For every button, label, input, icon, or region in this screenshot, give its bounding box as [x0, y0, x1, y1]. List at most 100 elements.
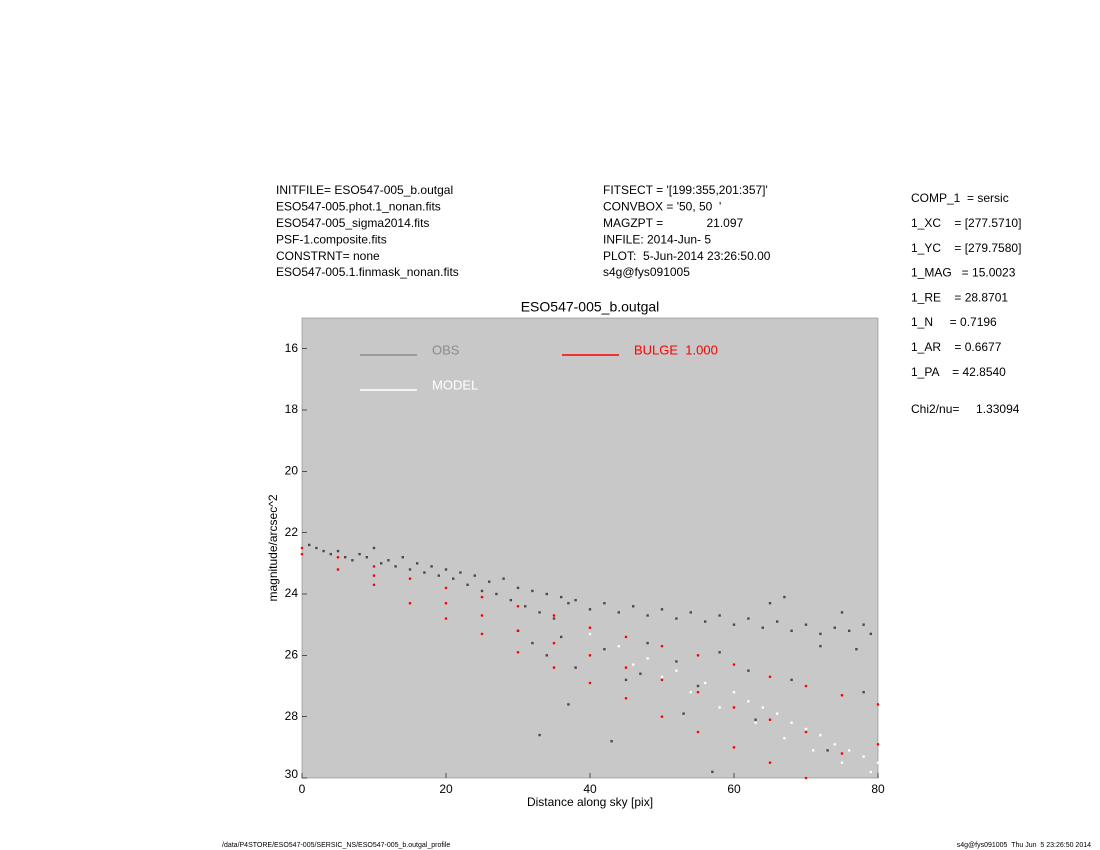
model-point: [775, 712, 779, 715]
model-point: [480, 595, 484, 599]
obs-point: [480, 589, 484, 593]
model-point: [588, 681, 592, 685]
model-point: [408, 601, 412, 605]
obs-point: [826, 749, 829, 752]
obs-point: [869, 632, 872, 636]
obs-point: [437, 574, 440, 577]
y-tick-label: 28: [285, 709, 299, 723]
model-point: [703, 681, 707, 685]
obs-point: [430, 565, 433, 568]
model-point: [689, 690, 693, 694]
obs-point: [689, 611, 692, 614]
obs-point: [336, 549, 340, 553]
obs-point: [416, 562, 419, 565]
model-point: [862, 755, 865, 758]
obs-point: [646, 614, 649, 617]
legend-label: OBS: [432, 342, 460, 357]
obs-point: [675, 617, 678, 620]
obs-point: [423, 571, 426, 574]
obs-point: [718, 614, 721, 617]
obs-point: [372, 546, 376, 550]
obs-point: [617, 611, 620, 614]
obs-point: [560, 595, 563, 599]
model-point: [552, 614, 556, 617]
model-point: [444, 601, 448, 605]
model-point: [790, 721, 793, 725]
parameter: 1_N = 0.7196: [911, 315, 997, 329]
model-point: [876, 703, 880, 706]
obs-point: [380, 562, 383, 565]
legend-label: MODEL: [432, 377, 478, 392]
model-point: [552, 666, 556, 669]
parameter: 1_XC = [277.5710]: [911, 216, 1021, 230]
y-tick-label: 26: [285, 648, 299, 662]
obs-point: [783, 595, 786, 599]
obs-point: [344, 556, 347, 559]
model-point: [516, 604, 520, 608]
model-point: [480, 632, 484, 636]
y-tick-label: 22: [285, 525, 299, 539]
obs-point: [488, 580, 491, 583]
obs-point: [394, 565, 397, 568]
obs-point: [848, 629, 851, 632]
obs-point: [632, 605, 635, 608]
obs-point: [473, 574, 476, 577]
model-point: [300, 546, 304, 550]
obs-point: [711, 770, 714, 774]
model-point: [696, 654, 700, 657]
obs-point: [646, 641, 649, 645]
model-point: [768, 718, 772, 722]
model-point: [696, 690, 700, 694]
footer-path: /data/P4STORE/ESO547-005/SERSIC_NS/ESO54…: [222, 842, 450, 849]
model-point: [840, 693, 844, 697]
obs-point: [315, 546, 318, 550]
obs-point: [545, 592, 548, 596]
y-tick-label: 18: [285, 402, 299, 416]
obs-point: [790, 678, 793, 682]
obs-point: [444, 568, 448, 571]
header-line: CONVBOX = '50, 50 ': [603, 200, 721, 214]
model-point: [624, 666, 628, 669]
model-point: [876, 761, 880, 764]
model-point: [732, 690, 736, 694]
y-tick-label: 16: [285, 341, 299, 355]
obs-point: [308, 543, 311, 547]
model-point: [718, 706, 721, 709]
model-point: [819, 733, 822, 737]
obs-point: [365, 556, 368, 559]
header-line: INFILE: 2014-Jun- 5: [603, 232, 711, 246]
model-point: [696, 730, 700, 734]
obs-point: [588, 608, 592, 611]
x-tick-label: 60: [727, 782, 741, 796]
x-tick-label: 0: [299, 782, 306, 796]
obs-point: [531, 589, 534, 593]
parameter: 1_AR = 0.6677: [911, 340, 1002, 354]
header-line: FITSECT = '[199:355,201:357]': [603, 183, 768, 197]
obs-point: [567, 703, 570, 706]
obs-point: [329, 552, 332, 556]
header-line: INITFILE= ESO547-005_b.outgal: [276, 183, 453, 197]
model-point: [624, 635, 628, 639]
model-point: [660, 644, 664, 648]
parameter: 1_PA = 42.8540: [911, 365, 1006, 379]
obs-point: [804, 623, 808, 626]
model-point: [300, 552, 304, 556]
obs-point: [524, 605, 527, 608]
obs-point: [401, 556, 404, 559]
obs-point: [639, 672, 642, 675]
model-point: [516, 629, 520, 633]
obs-point: [459, 571, 462, 574]
obs-point: [610, 740, 613, 743]
model-point: [660, 715, 664, 718]
model-point: [588, 626, 592, 630]
obs-point: [747, 669, 750, 672]
obs-point: [790, 629, 793, 632]
model-point: [516, 650, 520, 654]
model-point: [876, 742, 880, 746]
model-point: [732, 663, 736, 666]
y-axis-label: magnitude/arcsec^2: [266, 494, 280, 601]
header-line: PSF-1.composite.fits: [276, 232, 387, 246]
obs-point: [322, 549, 325, 553]
header-line: CONSTRNT= none: [276, 249, 380, 263]
obs-point: [660, 608, 664, 611]
